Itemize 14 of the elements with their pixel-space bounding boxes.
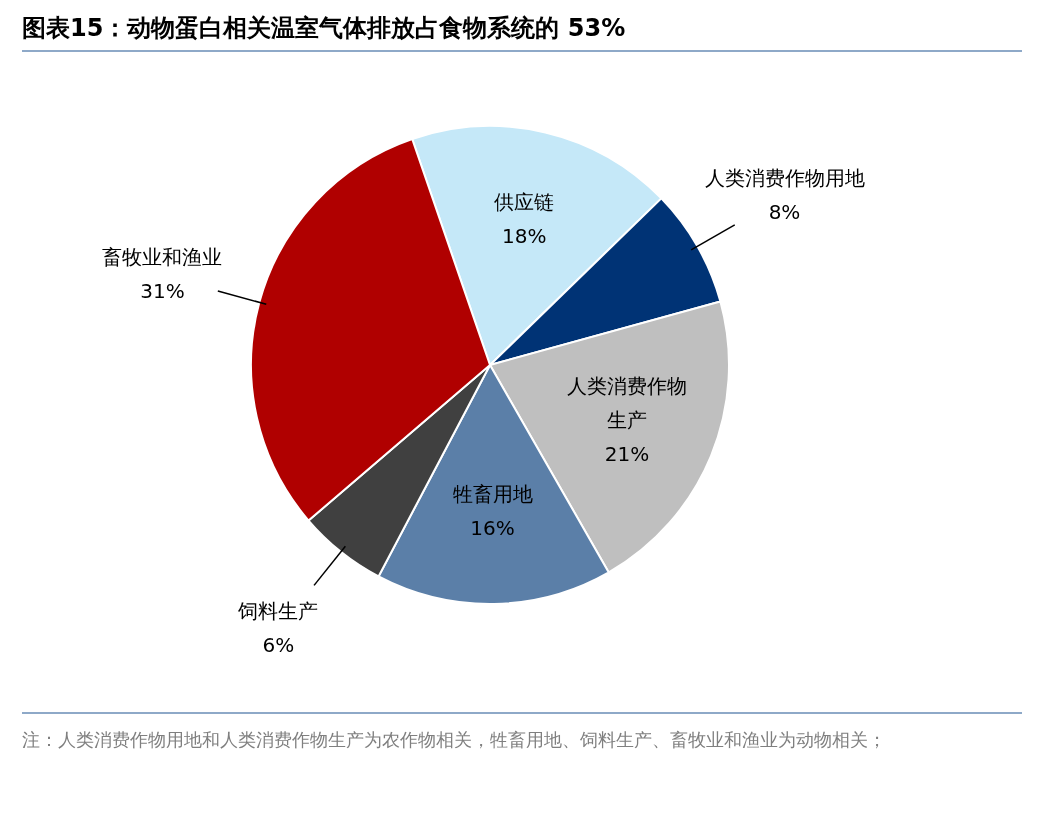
slice-label: 人类消费作物用地 <box>704 165 865 190</box>
chart-title: 图表15：动物蛋白相关温室气体排放占食物系统的 53% <box>22 12 1022 52</box>
slice-label: 畜牧业和渔业 <box>102 245 223 270</box>
slice-label: 人类消费作物生产 <box>567 373 687 432</box>
data-label: 16% <box>470 516 515 541</box>
slice-label: 牲畜用地 <box>452 482 533 507</box>
text: 注：人类消费作物用地和人类消费作物生产为农作物相关，牲畜用地、饲料生产、畜牧业和渔业为动物相关； <box>22 728 887 752</box>
data-label: 31% <box>140 279 185 304</box>
data-label: 6% <box>262 633 295 658</box>
data-label: 8% <box>768 199 801 224</box>
slice-label: 饲料生产 <box>237 599 319 624</box>
data-label: 21% <box>604 441 650 466</box>
slice-label: 供应链 <box>494 190 555 215</box>
data-label: 18% <box>502 224 547 249</box>
